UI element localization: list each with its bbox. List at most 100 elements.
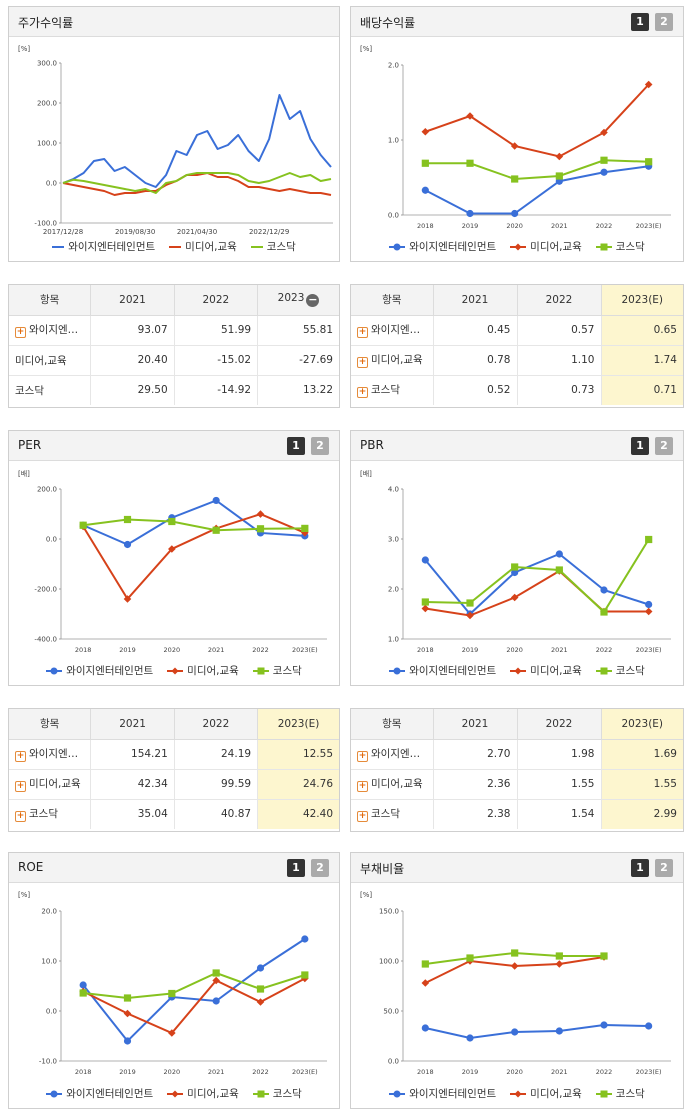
row-name[interactable]: + 미디어,교육 xyxy=(9,769,92,800)
legend-item[interactable]: 미디어,교육 xyxy=(167,1086,239,1101)
data-point[interactable] xyxy=(123,540,132,549)
data-point[interactable] xyxy=(645,535,653,544)
legend-item[interactable]: 와이지엔터테인먼트 xyxy=(389,239,496,254)
data-point[interactable] xyxy=(212,496,220,505)
data-point[interactable] xyxy=(555,566,563,574)
legend-item[interactable]: 코스닥 xyxy=(595,239,645,254)
page-1-button[interactable]: 1 xyxy=(631,13,649,31)
data-point[interactable] xyxy=(600,1021,608,1029)
expand-icon[interactable]: + xyxy=(357,357,368,368)
data-point[interactable] xyxy=(256,525,265,533)
chart-legend[interactable]: 와이지엔터테인먼트 미디어,교육 코스닥 xyxy=(351,663,683,678)
data-point[interactable] xyxy=(421,598,429,606)
data-point[interactable] xyxy=(256,510,265,518)
legend-item[interactable]: 와이지엔터테인먼트 xyxy=(389,663,496,678)
page-2-button[interactable]: 2 xyxy=(311,859,329,877)
data-point[interactable] xyxy=(644,80,653,89)
expand-icon[interactable]: + xyxy=(357,811,368,823)
data-point[interactable] xyxy=(466,599,474,607)
data-point[interactable] xyxy=(511,209,519,218)
legend-item[interactable]: 미디어,교육 xyxy=(510,239,582,254)
legend-item[interactable]: 미디어,교육 xyxy=(169,239,237,254)
data-point[interactable] xyxy=(555,172,563,180)
page-1-button[interactable]: 1 xyxy=(631,437,649,455)
page-2-button[interactable]: 2 xyxy=(655,13,673,31)
expand-icon[interactable]: + xyxy=(15,781,26,792)
page-1-button[interactable]: 1 xyxy=(287,859,305,877)
data-point[interactable] xyxy=(466,1034,474,1042)
data-point[interactable] xyxy=(644,607,653,616)
data-point[interactable] xyxy=(421,604,430,613)
data-point[interactable] xyxy=(466,112,474,120)
data-point[interactable] xyxy=(123,1009,132,1018)
data-point[interactable] xyxy=(421,979,430,987)
data-point[interactable] xyxy=(466,159,474,167)
expand-icon[interactable]: + xyxy=(15,327,26,338)
expand-icon[interactable]: + xyxy=(357,387,368,399)
data-point[interactable] xyxy=(510,962,519,970)
data-point[interactable] xyxy=(421,159,429,167)
data-point[interactable] xyxy=(301,971,309,979)
data-point[interactable] xyxy=(555,952,563,960)
legend-item[interactable]: 코스닥 xyxy=(252,1086,302,1101)
data-point[interactable] xyxy=(555,1027,563,1035)
legend-item[interactable]: 와이지엔터테인먼트 xyxy=(389,1086,496,1101)
legend-item[interactable]: 코스닥 xyxy=(252,663,302,678)
legend-item[interactable]: 코스닥 xyxy=(595,1086,645,1101)
data-point[interactable] xyxy=(466,954,474,962)
data-point[interactable] xyxy=(256,985,265,993)
row-name[interactable]: + 와이지엔… xyxy=(351,315,434,346)
chart-legend[interactable]: 와이지엔터테인먼트 미디어,교육 코스닥 xyxy=(9,663,339,678)
data-point[interactable] xyxy=(645,1022,653,1030)
data-point[interactable] xyxy=(511,563,519,571)
row-name[interactable]: + 미디어,교육 xyxy=(351,769,434,800)
data-point[interactable] xyxy=(256,964,265,972)
data-point[interactable] xyxy=(79,521,87,529)
collapse-icon[interactable]: − xyxy=(306,293,320,308)
data-point[interactable] xyxy=(421,127,430,136)
expand-icon[interactable]: + xyxy=(15,751,26,762)
data-point[interactable] xyxy=(600,586,608,594)
expand-icon[interactable]: + xyxy=(357,781,368,792)
data-point[interactable] xyxy=(79,989,87,997)
data-point[interactable] xyxy=(555,960,564,968)
data-point[interactable] xyxy=(511,1028,519,1036)
data-point[interactable] xyxy=(301,524,309,532)
data-point[interactable] xyxy=(555,152,564,161)
legend-item[interactable]: 코스닥 xyxy=(595,663,645,678)
data-point[interactable] xyxy=(212,526,220,534)
legend-item[interactable]: 코스닥 xyxy=(250,239,296,254)
chart-legend[interactable]: 와이지엔터테인먼트 미디어,교육 코스닥 xyxy=(9,1086,339,1101)
page-2-button[interactable]: 2 xyxy=(655,437,673,455)
data-point[interactable] xyxy=(256,998,265,1006)
page-2-button[interactable]: 2 xyxy=(655,859,673,877)
page-1-button[interactable]: 1 xyxy=(631,859,649,877)
row-name[interactable]: + 코스닥 xyxy=(9,799,92,829)
data-point[interactable] xyxy=(511,949,519,957)
data-point[interactable] xyxy=(466,209,474,218)
chart-legend[interactable]: 와이지엔터테인먼트 미디어,교육 코스닥 xyxy=(351,1086,683,1101)
data-point[interactable] xyxy=(511,175,519,183)
data-point[interactable] xyxy=(600,156,608,164)
expand-icon[interactable]: + xyxy=(15,811,26,823)
page-2-button[interactable]: 2 xyxy=(311,437,329,455)
legend-item[interactable]: 미디어,교육 xyxy=(167,663,239,678)
data-point[interactable] xyxy=(301,935,309,943)
chart-legend[interactable]: 와이지엔터테인먼트 미디어,교육 코스닥 xyxy=(351,239,683,254)
row-name[interactable]: + 와이지엔… xyxy=(9,739,92,770)
row-name[interactable]: + 와이지엔… xyxy=(9,315,92,346)
row-name[interactable]: + 와이지엔… xyxy=(351,739,434,770)
chart-legend[interactable]: 와이지엔터테인먼트 미디어,교육 코스닥 xyxy=(9,239,339,254)
data-point[interactable] xyxy=(645,158,653,166)
legend-item[interactable]: 와이지엔터테인먼트 xyxy=(46,663,153,678)
row-name[interactable]: + 코스닥 xyxy=(351,799,434,829)
data-point[interactable] xyxy=(600,608,608,616)
data-point[interactable] xyxy=(123,1037,132,1045)
data-point[interactable] xyxy=(123,994,132,1002)
data-point[interactable] xyxy=(212,997,220,1005)
data-point[interactable] xyxy=(421,960,429,968)
data-point[interactable] xyxy=(168,517,176,526)
data-point[interactable] xyxy=(212,969,220,977)
data-point[interactable] xyxy=(511,568,519,577)
data-point[interactable] xyxy=(555,550,563,558)
